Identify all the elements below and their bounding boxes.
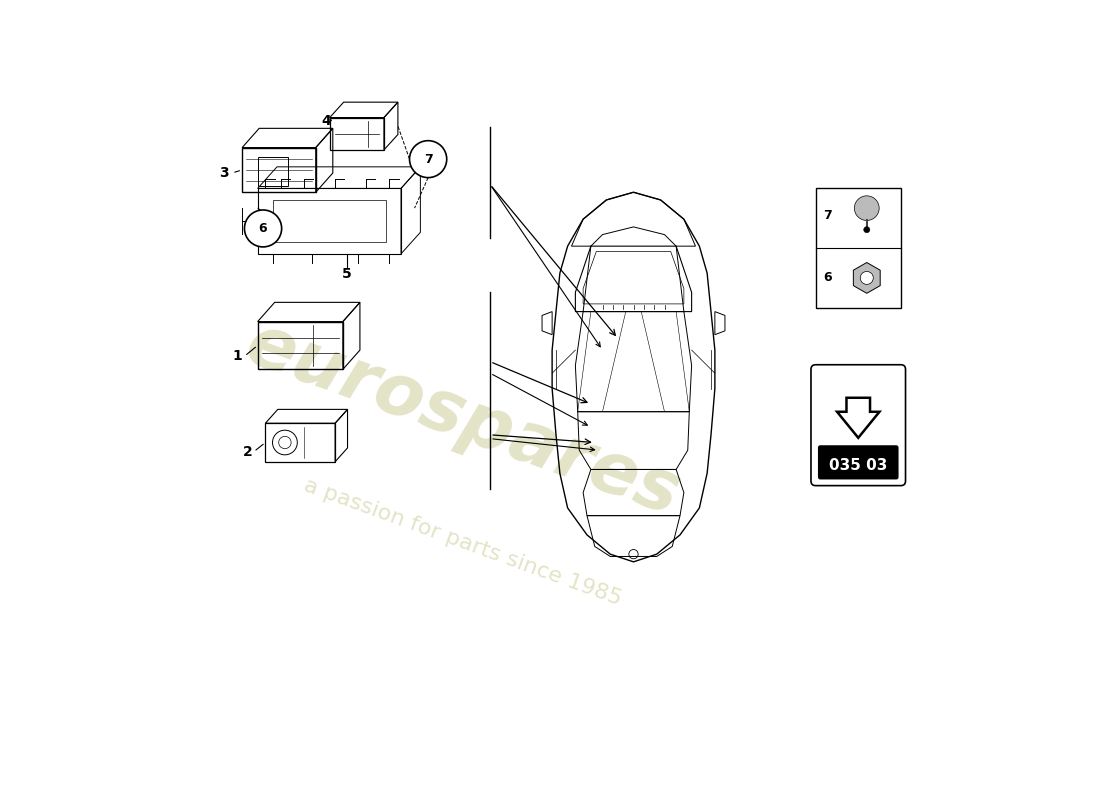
Text: 6: 6 [824,271,832,285]
Text: 4: 4 [321,114,331,128]
Text: a passion for parts since 1985: a passion for parts since 1985 [301,475,625,610]
Circle shape [409,141,447,178]
Text: 7: 7 [424,153,432,166]
FancyBboxPatch shape [818,446,899,479]
Text: eurospares: eurospares [236,309,690,530]
Text: 1: 1 [232,350,242,363]
Circle shape [864,226,870,233]
Text: 2: 2 [242,445,252,458]
Text: 6: 6 [258,222,267,235]
Text: 3: 3 [219,166,229,180]
Text: 7: 7 [824,210,832,222]
Circle shape [855,196,879,221]
Circle shape [860,271,873,284]
Text: 5: 5 [342,267,352,281]
FancyBboxPatch shape [811,365,905,486]
FancyBboxPatch shape [815,188,901,308]
Polygon shape [854,262,880,294]
Circle shape [244,210,282,247]
Text: 035 03: 035 03 [829,458,888,474]
